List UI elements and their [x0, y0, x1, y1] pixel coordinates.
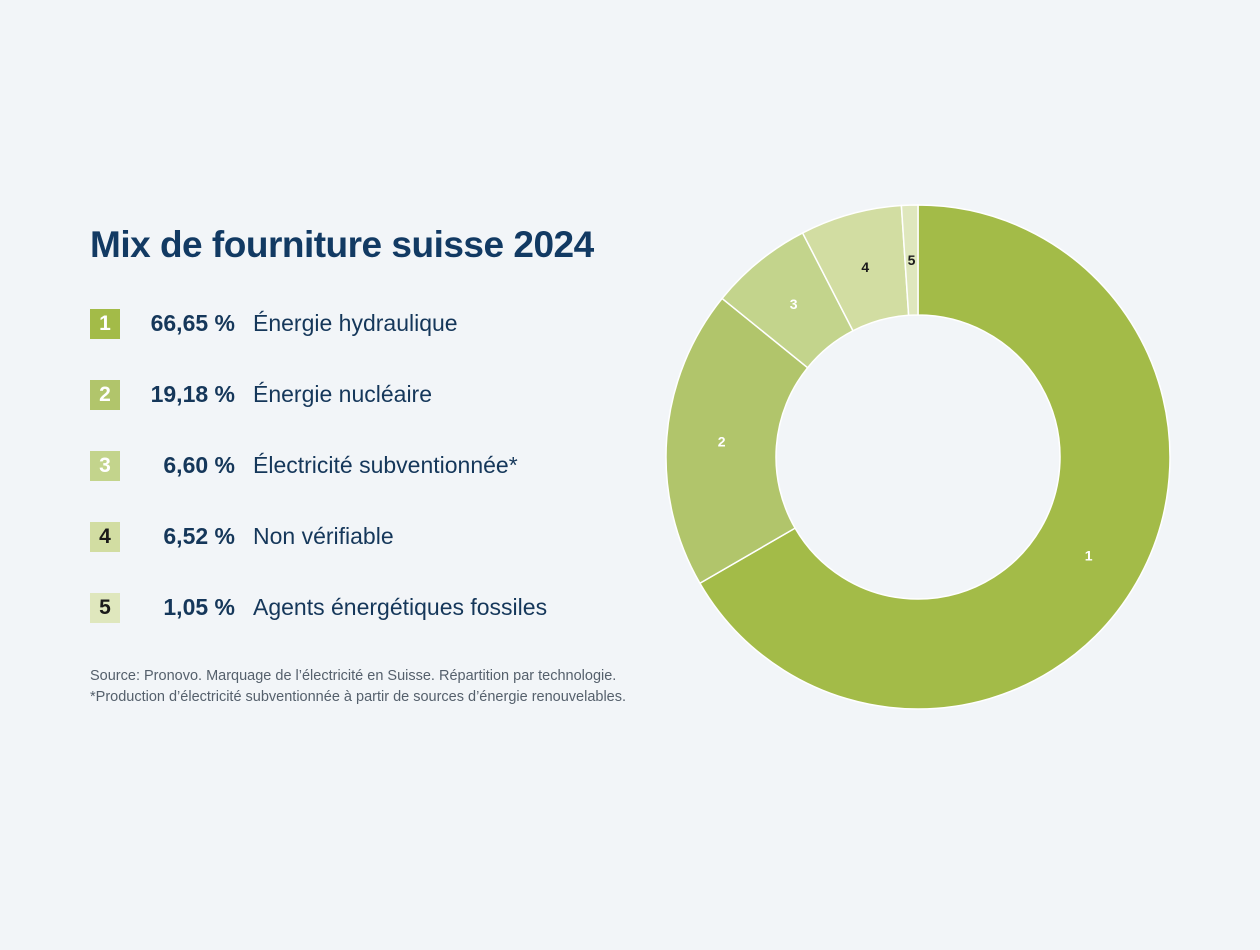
footnote: *Production d’électricité subventionnée … [90, 689, 627, 705]
legend-item-3: 3 6,60 % Électricité subventionnée* [90, 448, 630, 484]
legend-item-4: 4 6,52 % Non vérifiable [90, 519, 630, 555]
legend-percent-2: 19,18 % [150, 381, 235, 407]
donut-slice-5 [900, 204, 919, 317]
legend-swatch-2: 2 [90, 380, 120, 410]
legend-item-2: 2 19,18 % Énergie nucléaire [90, 377, 630, 413]
legend-swatch-1: 1 [90, 309, 120, 339]
legend-item-5: 5 1,05 % Agents énergétiques fossiles [90, 590, 630, 626]
legend-percent-1: 66,65 % [150, 310, 235, 336]
legend-swatch-3: 3 [90, 451, 120, 481]
legend-label-4: Non vérifiable [253, 523, 394, 549]
legend-item-1: 1 66,65 % Énergie hydraulique [90, 306, 630, 342]
legend-label-2: Énergie nucléaire [253, 381, 433, 407]
donut-slice-label-5: 5 [908, 252, 916, 268]
legend-label-1: Énergie hydraulique [253, 310, 458, 336]
chart-notes: Source: Pronovo. Marquage de l’électrici… [90, 666, 626, 708]
chart-title: Mix de fourniture suisse 2024 [90, 224, 594, 265]
legend-label-3: Électricité subventionnée* [253, 452, 518, 478]
donut-slice-label-3: 3 [790, 296, 798, 312]
legend-percent-4: 6,52 % [163, 523, 235, 549]
legend-percent-3: 6,60 % [163, 452, 235, 478]
donut-slice-label-4: 4 [861, 259, 869, 275]
donut-slice-label-2: 2 [718, 434, 726, 450]
legend-swatch-5: 5 [90, 593, 120, 623]
donut-slice-2 [665, 297, 809, 585]
donut-slice-1 [698, 204, 1171, 710]
donut-slice-label-1: 1 [1085, 547, 1093, 563]
legend-swatch-4: 4 [90, 522, 120, 552]
legend-label-5: Agents énergétiques fossiles [253, 594, 548, 620]
source-note: Source: Pronovo. Marquage de l’électrici… [90, 668, 617, 684]
legend-percent-5: 1,05 % [163, 594, 235, 620]
